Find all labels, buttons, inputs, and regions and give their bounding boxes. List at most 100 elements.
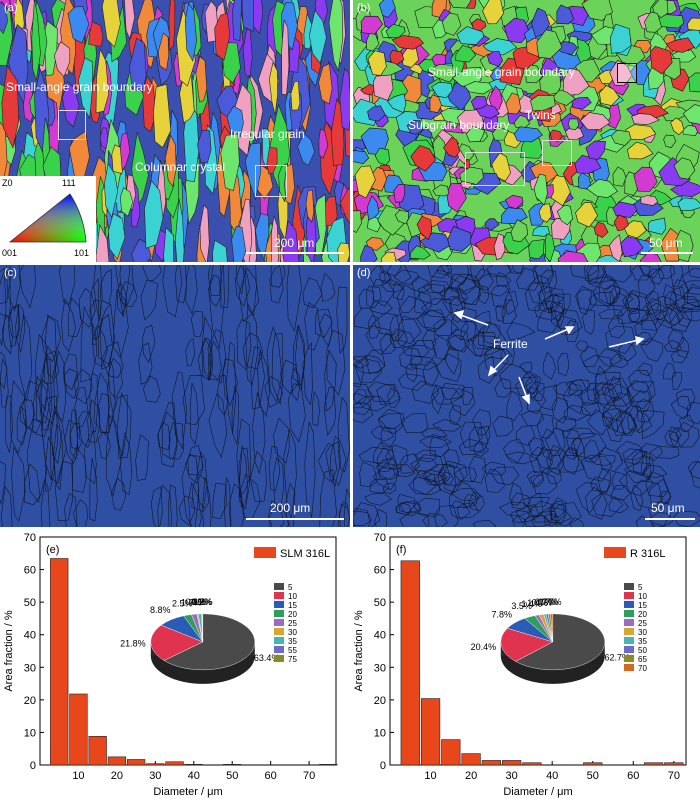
- annotation-subgrain-boundary: Subgrain boundary: [408, 118, 510, 132]
- ipf-legend: Z0 111 001 101: [0, 176, 96, 262]
- bar: [319, 764, 338, 766]
- legend-label: SLM 316L: [280, 548, 330, 560]
- y-tick-label: 0: [380, 760, 386, 772]
- panel-a-ipf-map: (a) Small-angle grain boundary Irregular…: [0, 0, 350, 262]
- y-tick-label: 70: [24, 532, 36, 544]
- y-tick-label: 60: [24, 565, 36, 577]
- scale-text-c: 200 μm: [270, 501, 311, 515]
- pie-label: 1.7%: [181, 597, 202, 607]
- pie-key-label: 10: [288, 592, 297, 601]
- x-tick-label: 40: [188, 770, 200, 782]
- pie-key-label: 65: [638, 655, 647, 664]
- y-tick-label: 40: [24, 630, 36, 642]
- y-tick-label: 10: [24, 727, 36, 739]
- x-tick-label: 70: [668, 770, 680, 782]
- ipf-texture-b: [353, 0, 700, 262]
- x-tick-label: 60: [265, 770, 277, 782]
- pie-label: 8.8%: [150, 605, 171, 615]
- phase-texture-d: [353, 265, 700, 527]
- legend-swatch: [254, 547, 276, 558]
- annotation-small-angle-a: Small-angle grain boundary: [6, 80, 153, 94]
- bar: [69, 693, 88, 766]
- pie-key-label: 10: [638, 592, 647, 601]
- pie-key-label: 15: [288, 601, 297, 610]
- pie-key-swatch: [624, 619, 634, 626]
- annotation-columnar-crystal: Columnar crystal: [135, 160, 226, 174]
- scale-bar-b: [641, 252, 693, 254]
- bar: [522, 762, 542, 766]
- panel-label: (e): [46, 544, 59, 556]
- pie-key-swatch: [274, 655, 284, 662]
- bar: [400, 560, 420, 766]
- legend-swatch: [604, 547, 626, 558]
- panel-d-phase-map: (d) Ferrite 50 μm: [353, 265, 700, 527]
- pie-label: 62.7%: [605, 652, 631, 662]
- pie-key-label: 55: [288, 646, 297, 655]
- ipf-corner-001: 001: [2, 248, 18, 258]
- bar: [441, 739, 461, 766]
- phase-texture-c: [0, 265, 350, 527]
- pie-label: 0.2%: [192, 597, 213, 607]
- scale-bar-d: [645, 518, 695, 520]
- x-tick-label: 10: [424, 770, 436, 782]
- pie-key-label: 30: [288, 628, 297, 637]
- scale-bar-c: [246, 518, 344, 520]
- pie-label: 1%: [192, 597, 205, 607]
- annotation-twins: Twins: [525, 108, 556, 122]
- ferrite-arrows: [453, 309, 645, 405]
- ipf-corner-101: 101: [74, 248, 90, 258]
- pie-slice: [163, 613, 255, 671]
- x-tick-label: 50: [226, 770, 238, 782]
- scale-text-a: 200 μm: [274, 236, 315, 250]
- pie-label: 20.4%: [471, 642, 497, 652]
- pie-key-swatch: [624, 601, 634, 608]
- highlight-box: [617, 63, 637, 83]
- pie-key-swatch: [274, 646, 284, 653]
- pie-key-label: 25: [288, 619, 297, 628]
- scale-bar-a: [246, 252, 344, 254]
- pie-label: 0.2%: [191, 597, 212, 607]
- pie-label: 7.8%: [492, 609, 513, 619]
- panel-d-label: (d): [357, 267, 371, 279]
- x-tick-label: 30: [506, 770, 518, 782]
- panel-c-phase-map: (c) 200 μm: [0, 265, 350, 527]
- scale-text-b: 50 μm: [649, 236, 683, 250]
- pie-label: 0.7%: [538, 597, 559, 607]
- panel-label: (f): [396, 544, 406, 556]
- pie-key-swatch: [624, 646, 634, 653]
- y-tick-label: 50: [374, 597, 386, 609]
- pie-key-swatch: [274, 583, 284, 590]
- highlight-box: [465, 152, 525, 186]
- pie-key-swatch: [274, 610, 284, 617]
- x-tick-label: 30: [149, 770, 161, 782]
- pie-label: 0.7%: [541, 597, 562, 607]
- x-axis-label: Diameter / μm: [153, 786, 222, 798]
- panel-a-label: (a): [4, 2, 18, 14]
- x-tick-label: 20: [111, 770, 123, 782]
- pie-key-label: 75: [288, 655, 297, 664]
- pie-key-label: 25: [638, 619, 647, 628]
- bar: [420, 698, 441, 766]
- pie-key-label: 35: [638, 637, 647, 646]
- pie-key-swatch: [274, 637, 284, 644]
- bar: [146, 763, 165, 766]
- y-tick-label: 40: [374, 630, 386, 642]
- chart-f: 0 10 20 30 40 50 60 70 10 20 30 40 50 60 70 Diameter / …: [353, 532, 687, 798]
- y-axis-label: Area fraction / %: [3, 610, 15, 692]
- bar: [165, 761, 184, 766]
- highlight-box: [542, 140, 572, 166]
- pie-label: 3.5%: [511, 601, 532, 611]
- pie-key-swatch: [624, 655, 634, 662]
- y-tick-label: 0: [30, 760, 36, 772]
- pie-key-swatch: [624, 637, 634, 644]
- ipf-corner-111: 111: [62, 178, 76, 188]
- pie-label: 1.4%: [521, 599, 542, 609]
- x-axis-label: Diameter / μm: [503, 786, 572, 798]
- y-tick-label: 20: [374, 695, 386, 707]
- x-tick-label: 50: [587, 770, 599, 782]
- pie-key-swatch: [274, 592, 284, 599]
- x-tick-label: 20: [465, 770, 477, 782]
- panel-b-label: (b): [357, 2, 371, 14]
- y-tick-label: 50: [24, 597, 36, 609]
- pie-key-label: 5: [638, 583, 643, 592]
